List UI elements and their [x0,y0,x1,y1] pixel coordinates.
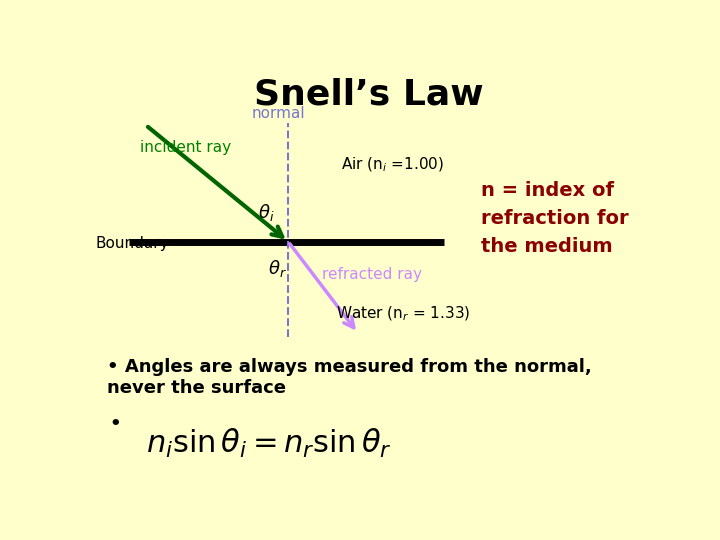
Text: refracted ray: refracted ray [322,267,422,282]
Text: •: • [109,415,121,434]
Text: Snell’s Law: Snell’s Law [254,77,484,111]
Text: • Angles are always measured from the normal,
never the surface: • Angles are always measured from the no… [107,358,592,397]
Text: incident ray: incident ray [140,140,231,156]
Text: $\mathit{n}_{\mathit{i}}\mathit{\sin\theta}_{\mathit{i}}=\mathit{n}_{\mathit{r}}: $\mathit{n}_{\mathit{i}}\mathit{\sin\the… [145,427,392,460]
Text: n = index of
refraction for
the medium: n = index of refraction for the medium [481,181,629,256]
Text: Boundary: Boundary [96,236,169,251]
Text: Water (n$_r$ = 1.33): Water (n$_r$ = 1.33) [336,305,470,323]
Text: $\theta_i$: $\theta_i$ [258,202,274,223]
Text: $\theta_r$: $\theta_r$ [268,258,287,279]
Text: Air (n$_i$ =1.00): Air (n$_i$ =1.00) [341,156,444,174]
Text: normal: normal [252,106,305,121]
